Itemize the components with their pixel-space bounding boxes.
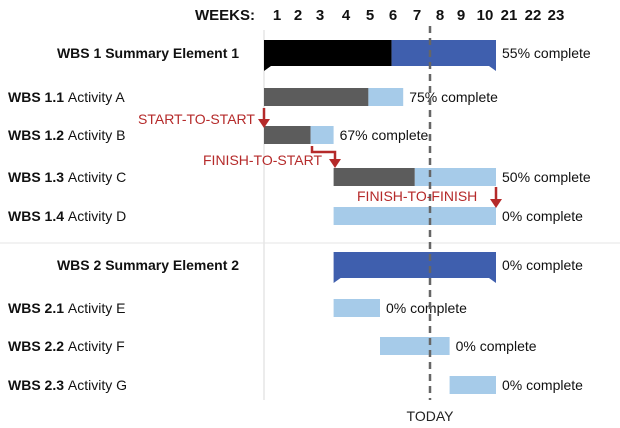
summary-bar-end-notch (264, 66, 271, 71)
activity-name: Activity G (68, 377, 127, 393)
wbs-code: WBS 2.2 (8, 338, 68, 354)
week-number: 6 (389, 7, 397, 24)
task-labels: WBS 1 Summary Element 1 WBS 1.1 Activity … (8, 45, 239, 393)
dependency-label: START-TO-START (138, 111, 255, 127)
week-number: 22 (525, 7, 542, 24)
week-number: 21 (501, 7, 518, 24)
activity-name: Activity C (68, 169, 126, 185)
activity-bar-remaining (380, 337, 450, 355)
percent-complete-label: 0% complete (502, 377, 583, 393)
activity-bar-remaining (368, 88, 404, 106)
percent-complete-label: 0% complete (502, 208, 583, 224)
week-number: 23 (548, 7, 565, 24)
percent-complete-label: 67% complete (340, 127, 429, 143)
arrow-head (490, 199, 502, 208)
percent-complete-label: 0% complete (386, 300, 467, 316)
dependency-start-to-start: START-TO-START (138, 108, 270, 128)
summary-bar-end-notch (489, 278, 496, 283)
activity-name: Activity D (68, 208, 126, 224)
summary-bar-complete (264, 40, 392, 66)
wbs-code: WBS 1.2 (8, 127, 68, 143)
activity-label: WBS 2.1 Activity E (8, 300, 125, 316)
activity-label: WBS 1.4 Activity D (8, 208, 126, 224)
summary-bar-remaining (391, 40, 496, 66)
wbs-code: WBS 1.1 (8, 89, 68, 105)
activity-label: WBS 2.3 Activity G (8, 377, 127, 393)
summary-bar-end-notch (489, 66, 496, 71)
activity-name: Activity A (68, 89, 125, 105)
activity-bar-complete (333, 168, 415, 186)
week-number: 10 (477, 7, 494, 24)
dependency-finish-to-finish: FINISH-TO-FINISH (357, 187, 502, 208)
wbs-code: WBS 2.3 (8, 377, 68, 393)
activity-bar-complete (264, 88, 369, 106)
activity-name: Activity F (68, 338, 125, 354)
summary-label: WBS 1 Summary Element 1 (57, 45, 239, 61)
activity-bar-remaining (449, 376, 496, 394)
week-number: 9 (457, 7, 465, 24)
arrow-head (258, 119, 270, 128)
week-axis: 1 2 3 4 5 6 7 8 9 10 21 22 23 (273, 7, 565, 24)
today-label: TODAY (407, 408, 455, 424)
weeks-label: WEEKS: (195, 7, 255, 24)
task-bars (264, 40, 496, 394)
activity-label: WBS 1.1 Activity A (8, 89, 125, 105)
activity-bar-remaining (310, 126, 334, 144)
week-number: 4 (342, 7, 351, 24)
summary-label: WBS 2 Summary Element 2 (57, 257, 239, 273)
percent-complete-label: 75% complete (409, 89, 498, 105)
activity-bar-remaining (333, 299, 380, 317)
activity-label: WBS 1.3 Activity C (8, 169, 126, 185)
percent-complete-label: 0% complete (456, 338, 537, 354)
summary-bar-remaining (333, 252, 496, 278)
activity-bar-complete (264, 126, 311, 144)
arrow-head (329, 159, 341, 168)
activity-name: Activity E (68, 300, 126, 316)
wbs-code: WBS 1.3 (8, 169, 68, 185)
dependency-finish-to-start: FINISH-TO-START (203, 146, 341, 168)
wbs-code: WBS 2.1 (8, 300, 68, 316)
week-number: 7 (413, 7, 421, 24)
dependency-arrow (310, 146, 337, 160)
activity-label: WBS 1.2 Activity B (8, 127, 125, 143)
dependency-label: FINISH-TO-FINISH (357, 188, 477, 204)
activity-bar-remaining (333, 207, 496, 225)
week-number: 2 (294, 7, 302, 24)
percent-complete-label: 50% complete (502, 169, 591, 185)
week-number: 8 (436, 7, 444, 24)
week-number: 3 (316, 7, 324, 24)
percent-complete-label: 55% complete (502, 45, 591, 61)
percent-complete-label: 0% complete (502, 257, 583, 273)
dependency-label: FINISH-TO-START (203, 152, 322, 168)
status-labels: 55% complete 75% complete 67% complete 50% … (340, 45, 591, 393)
activity-name: Activity B (68, 127, 126, 143)
summary-bar-end-notch (333, 278, 341, 283)
week-number: 1 (273, 7, 281, 24)
activity-bar-remaining (414, 168, 496, 186)
activity-label: WBS 2.2 Activity F (8, 338, 125, 354)
wbs-code: WBS 1.4 (8, 208, 68, 224)
week-number: 5 (366, 7, 374, 24)
